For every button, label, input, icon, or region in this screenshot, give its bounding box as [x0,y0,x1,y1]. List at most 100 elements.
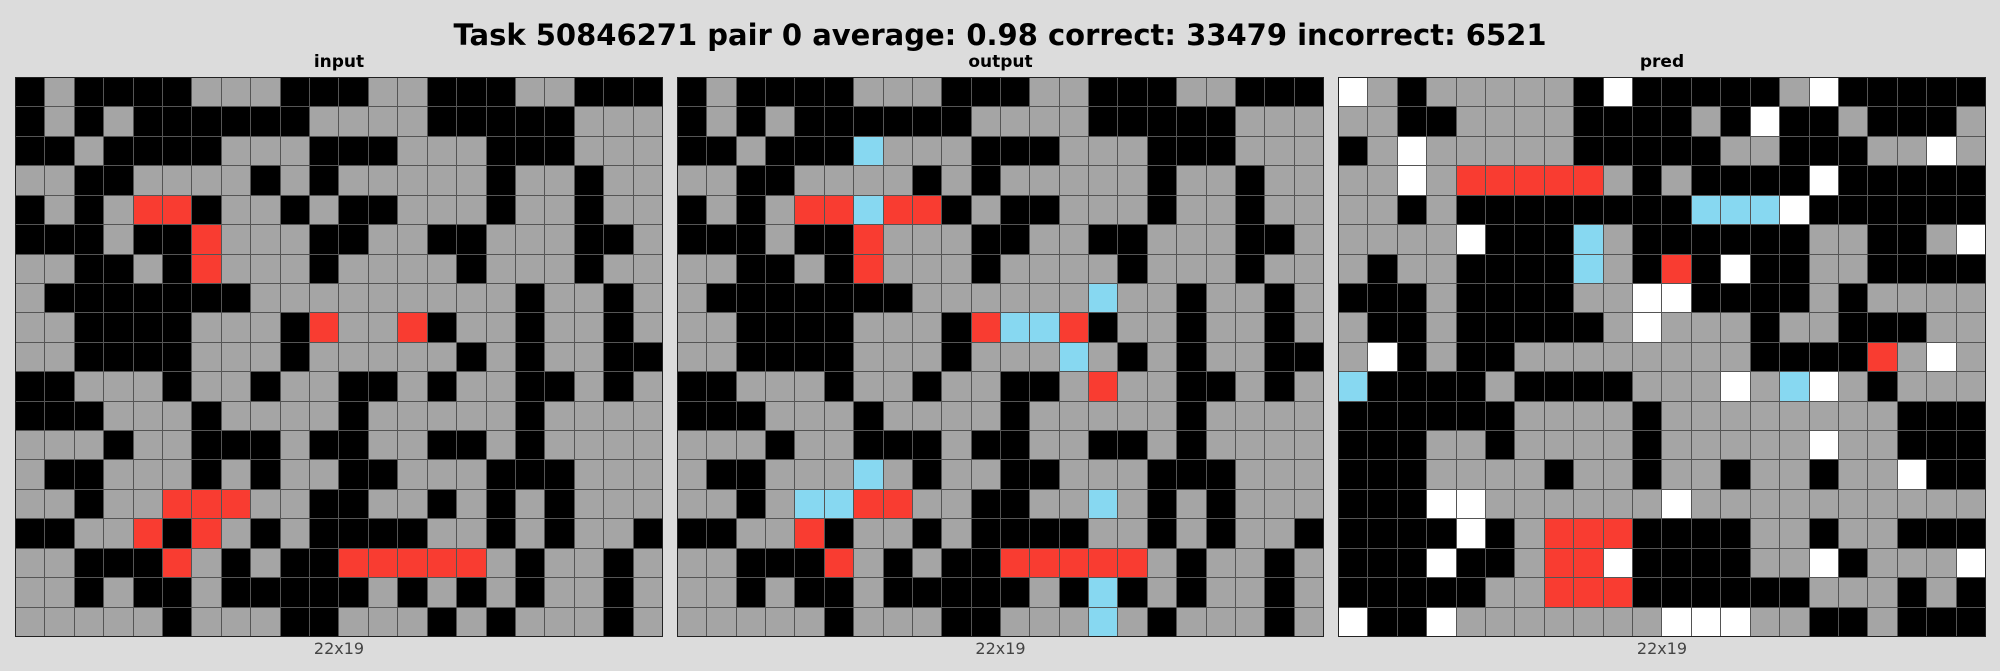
grid-cell [854,225,883,254]
grid-cell [398,489,427,519]
grid-cell [1339,342,1368,372]
grid-cell [1427,136,1456,166]
grid-cell [192,401,221,431]
grid-cell [1750,460,1780,489]
grid-cell [221,519,251,548]
grid-cell [1750,78,1780,107]
grid-cell [1118,489,1147,519]
grid-cell [545,136,574,166]
grid-cell [1544,78,1574,107]
grid-cell [1089,372,1118,401]
grid-cell [766,372,795,401]
grid-cell [1456,431,1486,460]
grid-cell [1177,254,1206,283]
grid-cell [1030,195,1059,225]
grid-cell [398,313,427,342]
grid-cell [1633,342,1662,372]
grid-cell [604,78,633,107]
grid-cell [1206,489,1235,519]
grid-cell [1603,460,1633,489]
grid-cell [457,225,486,254]
grid-cell [736,431,766,460]
grid-cell [1235,283,1265,313]
grid-cell [971,166,1000,195]
grid-cell [1486,578,1515,607]
grid-cell [574,431,604,460]
grid-cell [1427,372,1456,401]
grid-cell [221,195,251,225]
grid-cell [1089,431,1118,460]
grid-cell [1574,607,1603,636]
grid-cell [1427,254,1456,283]
grid-cell [74,225,104,254]
grid-cell [1603,431,1633,460]
grid-cell [707,431,736,460]
grid-cell [1206,195,1235,225]
grid-cell [251,107,280,136]
grid-cell [1956,607,1985,636]
grid-cell [854,607,883,636]
grid-cell [1603,195,1633,225]
grid-cell [707,283,736,313]
grid-cell [824,283,854,313]
grid-cell [1750,136,1780,166]
grid-cell [486,548,515,578]
grid-cell [604,548,633,578]
grid-cell [1397,401,1427,431]
grid-cell [339,78,368,107]
grid-cell [251,283,280,313]
grid-cell [251,401,280,431]
grid-cell [971,136,1000,166]
grid-cell [545,78,574,107]
grid-cell [1838,313,1868,342]
grid-cell [486,578,515,607]
grid-cell [1427,431,1456,460]
grid-cell [1059,607,1089,636]
grid-cell [16,225,45,254]
grid-cell [427,489,457,519]
grid-cell [1868,78,1897,107]
grid-cell [163,136,192,166]
grid-cell [1089,283,1118,313]
grid-cell [339,401,368,431]
grid-cell [707,548,736,578]
grid-cell [1206,342,1235,372]
grid-cell [604,489,633,519]
grid-cell [1339,460,1368,489]
grid-cell [883,107,912,136]
grid-cell [16,283,45,313]
grid-cell [604,195,633,225]
grid-cell [1089,401,1118,431]
grid-cell [574,342,604,372]
grid-cell [1000,519,1030,548]
grid-cell [1030,107,1059,136]
grid-cell [515,225,545,254]
grid-cell [1897,107,1927,136]
grid-cell [16,166,45,195]
grid-cell [104,401,133,431]
grid-cell [942,401,971,431]
grid-cell [1897,460,1927,489]
grid-cell [1294,136,1323,166]
grid-cell [1456,254,1486,283]
grid-cell [427,283,457,313]
grid-cell [104,313,133,342]
grid-cell [545,107,574,136]
grid-cell [1206,107,1235,136]
grid-cell [574,195,604,225]
grid-cell [368,519,398,548]
grid-cell [368,431,398,460]
grid-cell [1515,136,1544,166]
grid-cell [678,431,707,460]
grid-cell [795,460,824,489]
grid-cell [1838,283,1868,313]
grid-cell [1427,225,1456,254]
grid-cell [1339,136,1368,166]
grid-cell [883,607,912,636]
grid-cell [251,578,280,607]
grid-cell [1294,372,1323,401]
grid-cell [1691,460,1721,489]
grid-cell [766,401,795,431]
grid-cell [1486,460,1515,489]
grid-cell [1662,283,1691,313]
